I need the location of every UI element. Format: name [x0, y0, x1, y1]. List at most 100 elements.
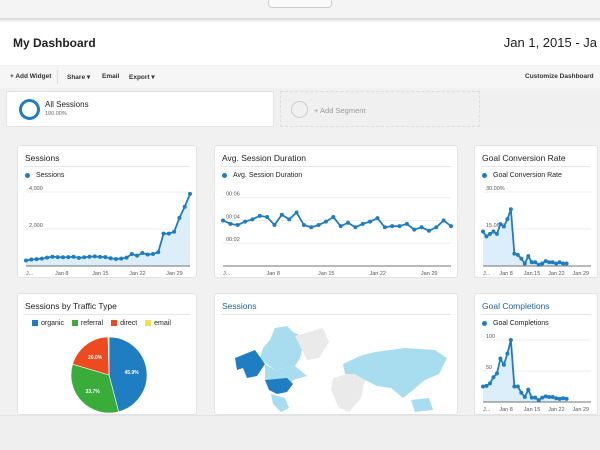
add-segment-button[interactable]: + Add Segment — [280, 91, 480, 127]
data-point — [412, 227, 417, 232]
divider — [57, 70, 58, 84]
data-point — [515, 252, 520, 257]
data-point — [404, 221, 409, 226]
pie-slice-direct[interactable] — [72, 336, 110, 376]
data-point — [519, 256, 524, 261]
x-tick-label: Jan 8 — [55, 271, 68, 277]
x-tick-label: J... — [26, 271, 34, 277]
data-point — [161, 231, 166, 236]
x-tick-label: Jan 8 — [499, 407, 512, 413]
window-tab — [268, 0, 332, 8]
data-point — [554, 396, 559, 401]
data-point — [243, 219, 248, 224]
email-button[interactable]: Email — [102, 73, 120, 80]
pie-slice-referral[interactable] — [70, 363, 120, 414]
data-point — [140, 251, 145, 256]
data-point — [331, 215, 336, 220]
world-map[interactable] — [215, 318, 457, 414]
add-widget-button[interactable]: + Add Widget — [10, 73, 52, 80]
data-point — [557, 396, 562, 401]
data-point — [129, 251, 134, 256]
data-point — [536, 262, 541, 267]
data-point — [346, 220, 351, 225]
data-point — [166, 231, 171, 236]
pie-slice-email[interactable] — [107, 336, 110, 376]
data-point — [188, 191, 192, 196]
data-point — [113, 256, 118, 261]
data-point — [505, 217, 510, 222]
x-tick-label: J... — [223, 271, 231, 277]
data-point — [323, 219, 328, 224]
data-point — [45, 255, 50, 260]
empty-ring-icon — [291, 101, 308, 118]
x-tick-label: Jan 29 — [573, 271, 590, 277]
data-point — [87, 254, 92, 259]
data-point — [554, 261, 559, 266]
data-point — [426, 228, 431, 233]
widget-title: Avg. Session Duration — [222, 153, 306, 163]
x-tick-label: Jan 15 — [524, 271, 541, 277]
data-point — [55, 255, 60, 260]
data-point — [272, 223, 277, 228]
data-point — [441, 218, 446, 223]
series-line — [222, 211, 452, 232]
y-tick-label: 00:02 — [226, 237, 240, 243]
date-range-picker[interactable]: Jan 1, 2015 - Ja — [503, 35, 597, 50]
data-point — [481, 229, 485, 234]
x-tick-label: J... — [483, 271, 491, 277]
data-point — [145, 252, 150, 257]
map-alaska — [235, 350, 265, 378]
segments-bar: All Sessions 100.00% + Add Segment — [0, 89, 600, 129]
data-point — [487, 381, 492, 386]
data-point — [449, 224, 453, 229]
data-point — [287, 217, 292, 222]
y-tick-label: 15.00% — [486, 223, 505, 229]
data-point — [108, 256, 113, 261]
add-segment-label: + Add Segment — [314, 106, 366, 115]
data-point — [501, 362, 506, 367]
x-tick-label: Jan 8 — [266, 271, 279, 277]
data-point — [484, 234, 489, 239]
customize-dashboard-button[interactable]: Customize Dashboard — [525, 73, 594, 80]
line-chart: 50 100 J... Jan 8 Jan 15 Jan 22 Jan 29 — [481, 334, 591, 413]
data-point — [494, 231, 499, 236]
data-point — [484, 383, 489, 388]
widget-title: Sessions — [25, 153, 60, 163]
data-point — [550, 260, 555, 265]
data-point — [353, 225, 358, 230]
x-tick-label: J... — [483, 407, 491, 413]
pie-label: 20.0% — [88, 355, 103, 361]
data-point — [235, 223, 240, 228]
share-menu[interactable]: Share ▾ — [67, 74, 91, 81]
data-point — [491, 375, 496, 380]
x-tick-label: Jan 22 — [548, 271, 565, 277]
x-tick-label: Jan 29 — [573, 407, 590, 413]
widget-title[interactable]: Goal Completions — [482, 301, 550, 311]
x-tick-label: Jan 15 — [524, 407, 541, 413]
data-point — [397, 224, 402, 229]
data-point — [368, 219, 373, 224]
segment-percent: 100.00% — [45, 111, 67, 117]
data-point — [82, 255, 87, 260]
data-point — [98, 254, 103, 259]
segment-all-sessions[interactable]: All Sessions 100.00% — [6, 91, 274, 127]
widget-avg-session-duration: Avg. Session Duration Avg. Session Durat… — [214, 145, 458, 278]
data-point — [177, 215, 182, 220]
area-fill — [26, 193, 190, 266]
data-point — [172, 229, 177, 234]
data-point — [150, 251, 155, 256]
header: My Dashboard Jan 1, 2015 - Ja — [0, 22, 600, 65]
data-point — [498, 356, 503, 361]
data-point — [250, 217, 255, 222]
data-point — [156, 250, 161, 255]
x-tick-label: Jan 29 — [166, 271, 183, 277]
top-strip — [0, 0, 600, 20]
export-menu[interactable]: Export ▾ — [129, 74, 155, 81]
data-point — [487, 231, 492, 236]
data-point — [494, 371, 499, 376]
y-tick-label: 00:06 — [226, 192, 240, 198]
pie-slice-organic[interactable] — [108, 336, 148, 413]
data-point — [491, 229, 496, 234]
widget-title[interactable]: Sessions — [222, 301, 257, 311]
x-tick-label: Jan 29 — [421, 271, 438, 277]
